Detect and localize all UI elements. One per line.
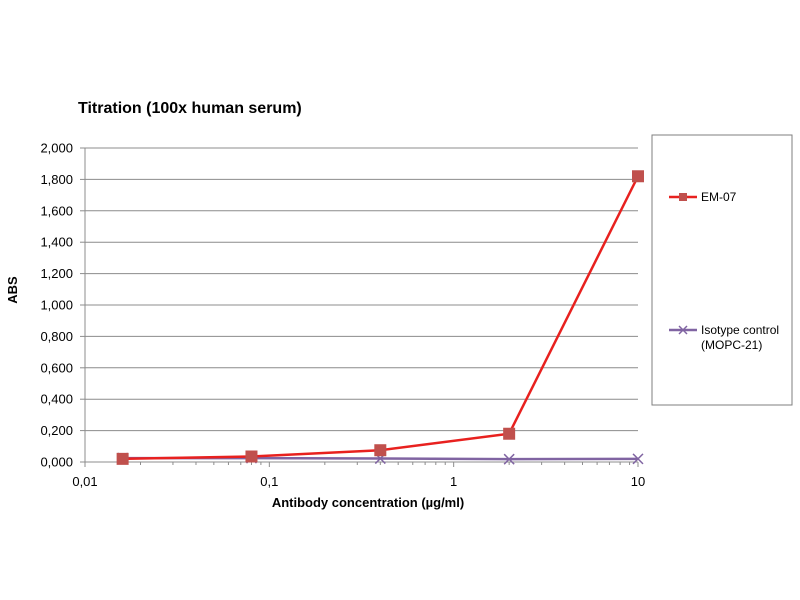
x-tick-label: 0,01 [72, 474, 97, 489]
y-tick-label: 0,000 [40, 455, 73, 470]
y-tick-label: 0,200 [40, 423, 73, 438]
series-layer [116, 170, 644, 465]
legend: EM-07 Isotype control(MOPC-21) [669, 190, 779, 352]
y-tick-label: 1,600 [40, 203, 73, 218]
marker-stroke [503, 453, 515, 465]
y-tick-labels: 0,000 0,200 0,400 0,600 0,800 1,000 1,200 1,400… [40, 141, 73, 470]
chart-title: Titration (100x human serum) [78, 100, 302, 117]
x-tick-label: 10 [631, 474, 645, 489]
y-tick-label: 1,000 [40, 298, 73, 313]
data-point-em-07 [503, 427, 516, 440]
x-tick-label: 1 [450, 474, 457, 489]
y-tick-label: 1,400 [40, 235, 73, 250]
marker-stroke [632, 453, 644, 465]
legend-marker-em-07 [679, 193, 687, 201]
legend-label-em-07: EM-07 [701, 190, 737, 204]
legend-box [651, 134, 793, 406]
y-axis-title: ABS [5, 276, 20, 304]
data-point-em-07 [632, 170, 644, 183]
data-point-em-07 [245, 450, 258, 463]
data-point-em-07 [374, 444, 387, 457]
gridlines [85, 147, 638, 432]
data-point-isotype-control [503, 453, 515, 465]
series-line-em-07 [122, 175, 640, 461]
y-tick-label: 0,400 [40, 392, 73, 407]
x-axis-title: Antibody concentration (µg/ml) [272, 495, 464, 510]
y-tick-label: 0,600 [40, 360, 73, 375]
axes [80, 147, 639, 467]
x-tick-labels: 0,01 0,1 1 10 [72, 474, 645, 489]
y-tick-label: 0,800 [40, 329, 73, 344]
y-tick-label: 2,000 [40, 141, 73, 156]
x-tick-label: 0,1 [260, 474, 278, 489]
y-tick-label: 1,200 [40, 266, 73, 281]
data-point-em-07 [116, 452, 129, 465]
legend-label-isotype-control: Isotype control [701, 323, 779, 337]
data-point-isotype-control [632, 453, 644, 465]
legend-label-isotype-control: (MOPC-21) [701, 338, 762, 352]
legend-marker-isotype-control [678, 325, 688, 335]
y-tick-label: 1,800 [40, 172, 73, 187]
